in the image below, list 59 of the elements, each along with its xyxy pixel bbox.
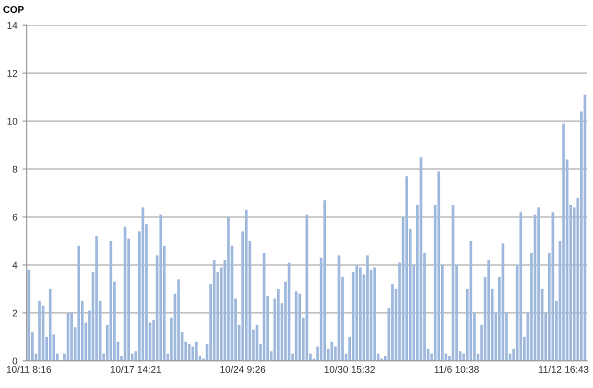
bar [27,270,30,361]
bar [70,312,73,361]
bar [66,312,70,361]
bar [487,260,490,361]
bar [95,236,98,361]
bar [227,217,230,361]
bar [38,300,41,361]
bar [298,294,302,361]
x-tick-label: 10/17 14:21 [110,366,161,373]
bar [452,205,454,361]
y-axis-title: COP [3,6,24,13]
bar [294,291,298,361]
bar [195,342,198,361]
y-tick-label: 0 [12,358,18,364]
bar [502,243,504,361]
bar [359,267,362,361]
bar [405,176,408,361]
y-tick-label: 6 [12,214,18,221]
y-tick-label: 4 [12,262,18,268]
bar [277,288,280,361]
bar [212,260,216,361]
bar [124,226,126,361]
bar [109,240,112,361]
bar [420,157,422,361]
x-tick-label: 10/24 9:26 [220,366,266,373]
x-tick-label: 10/30 15:32 [324,366,375,373]
bar [355,264,358,361]
y-tick-label: 2 [12,310,18,316]
bar [48,288,52,361]
bar [552,212,554,361]
bar [437,171,440,361]
y-tick-label: 12 [8,70,18,77]
bar [373,267,376,361]
y-tick-label: 14 [8,22,18,29]
bar [256,324,258,361]
x-tick-label: 11/6 10:38 [434,366,479,373]
bar [262,252,266,361]
bar [470,240,472,361]
bar [244,210,248,361]
x-tick-label: 10/11 8:16 [6,366,52,373]
bar [562,124,565,361]
x-tick-label: 11/12 16:43 [538,366,588,373]
bar [188,344,191,361]
bar [519,212,522,361]
bar [537,207,540,361]
bar [323,200,326,361]
bar [584,94,586,361]
bar [77,246,80,361]
bar [159,214,162,361]
bar [391,284,394,361]
bar [177,279,180,361]
bar [288,262,290,361]
bar [306,214,308,361]
bar [366,255,369,361]
y-tick-label: 8 [12,166,18,173]
y-tick-label: 10 [8,118,18,125]
bar [142,207,144,361]
bar [338,255,340,361]
bar [330,342,334,361]
